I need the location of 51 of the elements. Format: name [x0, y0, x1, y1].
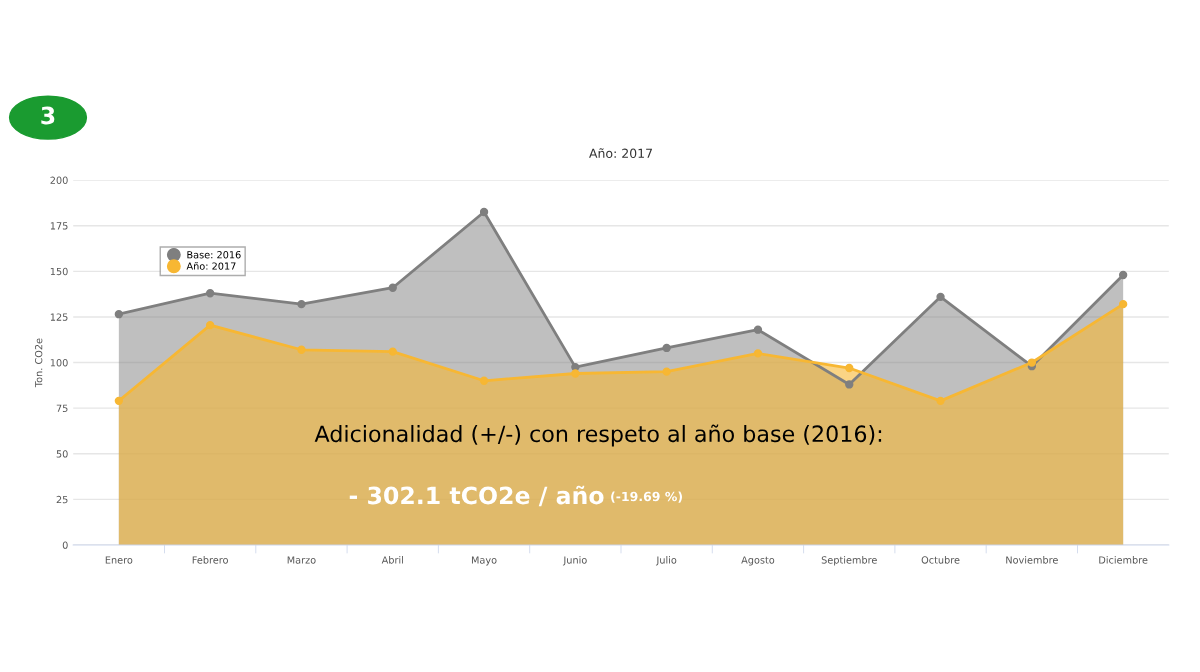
x-tick-label: Octubre — [921, 556, 960, 564]
y-tick-label: 50 — [56, 450, 68, 458]
point — [114, 310, 124, 319]
y-tick-label: 0 — [62, 541, 68, 549]
point — [205, 320, 215, 330]
point — [1118, 299, 1128, 309]
point — [753, 325, 763, 334]
point — [936, 396, 945, 406]
point — [479, 376, 489, 385]
y-tick-label: 200 — [50, 176, 68, 184]
y-tick-label: 100 — [50, 359, 68, 367]
annotation: (-19.69 %) — [611, 491, 682, 503]
point — [1027, 358, 1037, 367]
x-tick-label: Diciembre — [1099, 556, 1148, 564]
x-tick-label: Febrero — [192, 556, 228, 564]
point — [297, 299, 306, 309]
legend-label: Base: 2016 — [187, 251, 241, 259]
point — [388, 283, 397, 292]
point — [114, 396, 124, 406]
point — [662, 343, 671, 353]
y-tick-label: 175 — [50, 222, 68, 230]
point — [479, 207, 489, 217]
point — [845, 363, 854, 373]
legend-label: Año: 2017 — [186, 262, 236, 270]
point — [1118, 270, 1128, 280]
x-tick-label: Junio — [562, 556, 587, 566]
annotation: Adicionalidad (+/-) con respeto al año base (2016): — [314, 424, 882, 447]
annotation: - 302.1 tCO2e / año — [349, 485, 604, 507]
y-tick-label: 25 — [56, 495, 68, 504]
point — [297, 345, 306, 354]
x-tick-label: Agosto — [741, 556, 775, 566]
text: 3 — [41, 106, 55, 125]
x-tick-label: Noviembre — [1006, 556, 1058, 564]
point — [571, 369, 580, 378]
y-tick-label: 150 — [50, 267, 68, 276]
x-tick-label: Septiembre — [821, 556, 877, 566]
x-tick-label: Abril — [381, 556, 403, 564]
chart-title: Año: 2017 — [589, 148, 652, 159]
y-axis-title: Ton. CO2e — [34, 338, 43, 388]
point — [205, 289, 215, 298]
point — [388, 347, 397, 356]
y-tick-label: 125 — [50, 313, 68, 321]
y-tick-label: 75 — [56, 404, 68, 412]
x-tick-label: Mayo — [471, 556, 497, 566]
point — [662, 367, 671, 376]
point — [753, 349, 763, 358]
x-tick-label: Marzo — [287, 556, 316, 564]
x-tick-label: Enero — [105, 556, 133, 564]
point — [936, 292, 945, 302]
point — [845, 380, 854, 389]
x-tick-label: Julio — [655, 556, 677, 566]
